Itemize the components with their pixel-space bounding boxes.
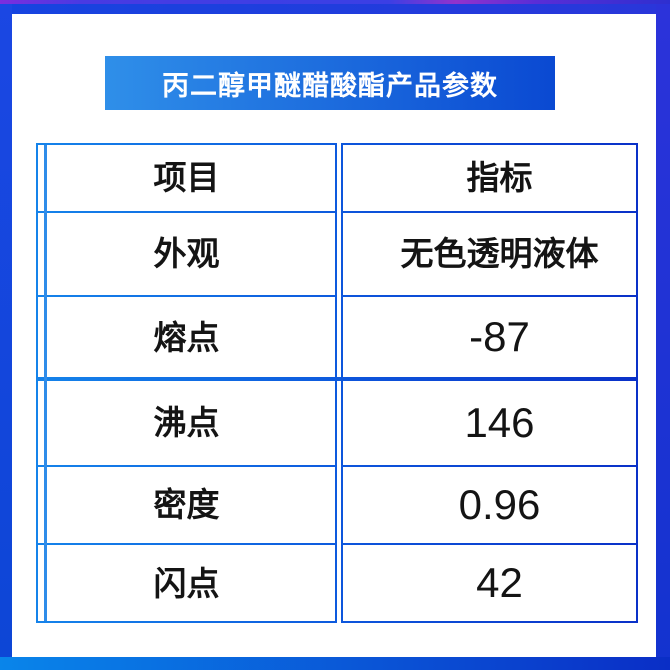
frame-border-left (0, 4, 12, 657)
bottom-accent-bar (0, 657, 670, 670)
table-row: 无色透明液体 (343, 212, 636, 297)
table-row: 熔点 (38, 297, 335, 381)
parameter-table: 项目 外观 熔点 沸点 密度 闪点 指标 无色透明液体 (36, 143, 638, 623)
table-header-row: 指标 (343, 145, 636, 213)
table-row: -87 (343, 297, 636, 381)
table-row: 0.96 (343, 466, 636, 545)
table-column-items: 项目 外观 熔点 沸点 密度 闪点 (36, 143, 337, 623)
table-column-specs: 指标 无色透明液体 -87 146 0.96 42 (341, 143, 638, 623)
cell-value: 无色透明液体 (400, 235, 599, 273)
cell-label: 闪点 (153, 564, 220, 602)
frame-border-right (656, 4, 670, 657)
cell-label: 外观 (153, 235, 220, 273)
table-row: 密度 (38, 466, 335, 545)
table-row: 42 (343, 545, 636, 621)
table-row: 外观 (38, 212, 335, 297)
table-row: 沸点 (38, 381, 335, 467)
cell-label: 沸点 (153, 404, 220, 442)
cell-value: 146 (464, 398, 535, 446)
cell-value: 0.96 (458, 480, 541, 528)
cell-label: 熔点 (153, 318, 220, 356)
frame-border-top (0, 4, 670, 14)
table-row: 闪点 (38, 545, 335, 621)
column-header-item: 项目 (153, 159, 220, 197)
table-row: 146 (343, 381, 636, 467)
table-header-row: 项目 (38, 145, 335, 213)
inner-border-line (44, 145, 47, 621)
top-accent-strip (0, 0, 670, 4)
title-banner: 丙二醇甲醚醋酸酯产品参数 (105, 56, 555, 110)
column-header-spec: 指标 (466, 159, 533, 197)
cell-value: -87 (469, 313, 530, 360)
cell-value: 42 (476, 559, 523, 606)
page-title: 丙二醇甲醚醋酸酯产品参数 (162, 70, 498, 101)
table-middle-divider (36, 377, 638, 381)
cell-label: 密度 (153, 486, 220, 524)
